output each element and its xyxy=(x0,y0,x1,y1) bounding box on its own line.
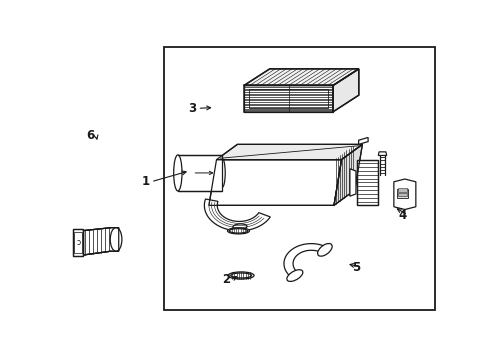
Text: 1: 1 xyxy=(141,175,149,188)
Polygon shape xyxy=(358,138,367,144)
Polygon shape xyxy=(393,179,415,210)
Polygon shape xyxy=(244,85,332,112)
Polygon shape xyxy=(333,144,362,205)
Text: 4: 4 xyxy=(397,208,406,221)
Polygon shape xyxy=(204,199,270,231)
Polygon shape xyxy=(244,69,358,85)
Ellipse shape xyxy=(110,228,122,251)
Polygon shape xyxy=(208,159,341,205)
Polygon shape xyxy=(397,188,407,192)
Bar xyxy=(164,46,434,310)
Polygon shape xyxy=(349,169,355,196)
Polygon shape xyxy=(397,193,407,197)
Ellipse shape xyxy=(232,224,246,230)
Ellipse shape xyxy=(286,270,302,282)
Polygon shape xyxy=(284,244,326,278)
Polygon shape xyxy=(178,155,222,191)
Polygon shape xyxy=(396,189,407,198)
Ellipse shape xyxy=(219,158,225,187)
Polygon shape xyxy=(332,69,358,112)
Text: 3: 3 xyxy=(187,102,196,115)
Ellipse shape xyxy=(227,228,249,234)
Polygon shape xyxy=(73,229,83,256)
Ellipse shape xyxy=(173,155,182,191)
Text: 6: 6 xyxy=(86,129,94,142)
Ellipse shape xyxy=(317,243,331,256)
Ellipse shape xyxy=(228,272,253,279)
Polygon shape xyxy=(83,228,119,255)
Polygon shape xyxy=(378,152,386,156)
Polygon shape xyxy=(356,159,378,205)
Text: 2: 2 xyxy=(222,273,229,286)
Polygon shape xyxy=(216,144,362,159)
Text: ↄ: ↄ xyxy=(76,238,80,247)
Text: 5: 5 xyxy=(351,261,359,274)
